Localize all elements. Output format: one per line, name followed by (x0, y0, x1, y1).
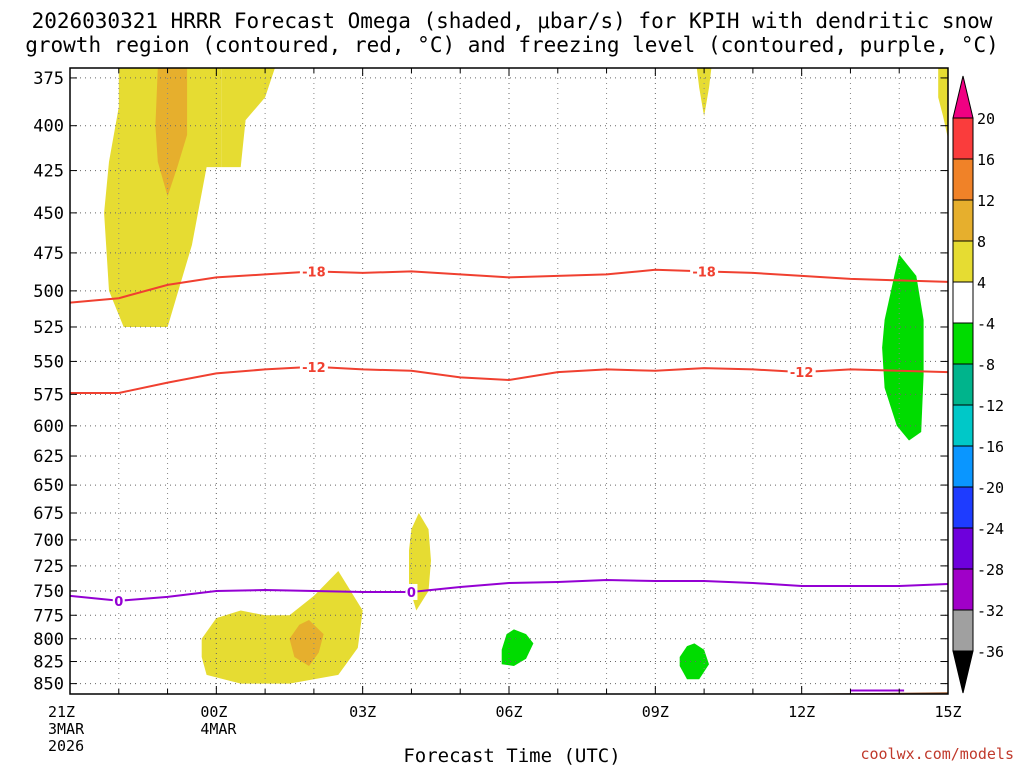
shaded-omega-pos-4-low-left (201, 571, 363, 684)
contour-label-bg-dgz-18 (299, 263, 328, 280)
colorbar-below-triangle (952, 650, 974, 694)
y-tick-label-725: 725 (33, 557, 64, 577)
x-tick-label-0-2: 2026 (48, 737, 84, 755)
x-tick-label-15-0: 12Z (788, 703, 815, 721)
x-tick-label-18-0: 15Z (934, 703, 961, 721)
x-tick-label-3-1: 4MAR (200, 720, 237, 738)
y-tick-label-375: 375 (33, 69, 64, 89)
y-tick-label-500: 500 (33, 282, 64, 302)
y-tick-label-525: 525 (33, 318, 64, 338)
y-tick-label-700: 700 (33, 531, 64, 551)
contour-label-bg-dgz-12 (787, 364, 816, 381)
x-tick-label-0-0: 21Z (48, 703, 75, 721)
contour-label-bg-freezing-level (112, 592, 125, 609)
colorbar-label--20: -20 (977, 479, 1004, 497)
x-tick-label-12-0: 09Z (642, 703, 669, 721)
shaded-omega-pos-4-top-right (938, 68, 948, 139)
contour-label-bg-dgz-18 (690, 263, 719, 280)
x-tick-label-3-0: 00Z (200, 703, 227, 721)
colorbar-label-12: 12 (977, 192, 995, 210)
shaded-omega-pos-4-left-upper-b (221, 68, 275, 168)
contour-label-bg-freezing-level (405, 583, 418, 600)
chart-title-line-2: growth region (contoured, red, °C) and f… (25, 33, 999, 57)
y-tick-label-850: 850 (33, 675, 64, 695)
contour-label-dgz-18: -18 (692, 265, 716, 280)
credit-text: coolwx.com/models (860, 745, 1014, 763)
x-tick-label-9-0: 06Z (495, 703, 522, 721)
colorbar-label-4: 4 (977, 274, 986, 292)
y-tick-label-675: 675 (33, 504, 64, 524)
shaded-omega-pos-8-low-left (289, 620, 324, 666)
colorbar-label-20: 20 (977, 110, 995, 128)
chart-title-line-1: 2026030321 HRRR Forecast Omega (shaded, … (31, 9, 993, 33)
colorbar-label--24: -24 (977, 520, 1004, 538)
x-tick-label-6-0: 03Z (349, 703, 376, 721)
shaded-omega-neg-4-right (882, 254, 924, 441)
colorbar-segment--32-to--28 (952, 568, 974, 611)
plot-layer: -18 -18 -12 -12 0 0 (70, 68, 948, 694)
y-tick-label-800: 800 (33, 630, 64, 650)
y-tick-label-400: 400 (33, 117, 64, 137)
colorbar-label--36: -36 (977, 643, 1004, 661)
contour-freezing-level (70, 578, 948, 602)
y-tick-label-575: 575 (33, 385, 64, 405)
colorbar-label--4: -4 (977, 315, 995, 333)
contour-label-dgz-12: -12 (790, 366, 814, 381)
y-tick-label-625: 625 (33, 447, 64, 467)
colorbar-label--28: -28 (977, 561, 1004, 579)
contour-label-dgz-18: -18 (302, 265, 326, 280)
y-tick-label-750: 750 (33, 582, 64, 602)
y-tick-label-450: 450 (33, 204, 64, 224)
shaded-omega-neg-4-10z (679, 643, 709, 680)
shaded-omega-pos-4-top-10z (696, 68, 712, 117)
colorbar-label--16: -16 (977, 438, 1004, 456)
colorbar-above-triangle (952, 75, 974, 119)
colorbar-segment--24-to--20 (952, 486, 974, 529)
shaded-omega-pos-8-left-upper (155, 68, 188, 197)
x-axis-title: Forecast Time (UTC) (403, 745, 621, 767)
colorbar-segment--12-to--8 (952, 363, 974, 406)
colorbar-segment--8-to--4 (952, 322, 974, 365)
contour-label-freezing-level: 0 (114, 595, 123, 610)
colorbar-segment-4-to-8 (952, 240, 974, 283)
colorbar-segment-16-to-20 (952, 117, 974, 160)
y-tick-label-425: 425 (33, 162, 64, 182)
contour-dgz-18 (70, 268, 948, 304)
colorbar-segment--28-to--24 (952, 527, 974, 570)
contour-label-bg-dgz-12 (299, 358, 328, 375)
colorbar-segment--4-to-4 (952, 281, 974, 324)
y-tick-label-550: 550 (33, 352, 64, 372)
colorbar-segment--16-to--12 (952, 404, 974, 447)
colorbar-label-16: 16 (977, 151, 995, 169)
shaded-omega-pos-4-left-upper (104, 68, 222, 327)
colorbar-label--32: -32 (977, 602, 1004, 620)
colorbar-label--8: -8 (977, 356, 995, 374)
colorbar-segment--20-to--16 (952, 445, 974, 488)
colorbar-label-8: 8 (977, 233, 986, 251)
y-tick-label-600: 600 (33, 417, 64, 437)
contour-label-dgz-12: -12 (302, 361, 326, 376)
x-tick-label-0-1: 3MAR (48, 720, 85, 738)
y-tick-label-475: 475 (33, 244, 64, 264)
contour-label-freezing-level: 0 (407, 586, 416, 601)
colorbar-label--12: -12 (977, 397, 1004, 415)
colorbar-segment-8-to-12 (952, 199, 974, 242)
colorbar-segment-12-to-16 (952, 158, 974, 201)
y-tick-label-775: 775 (33, 606, 64, 626)
colorbar-segment--36-to--32 (952, 609, 974, 652)
y-tick-label-825: 825 (33, 653, 64, 673)
y-tick-label-650: 650 (33, 476, 64, 496)
